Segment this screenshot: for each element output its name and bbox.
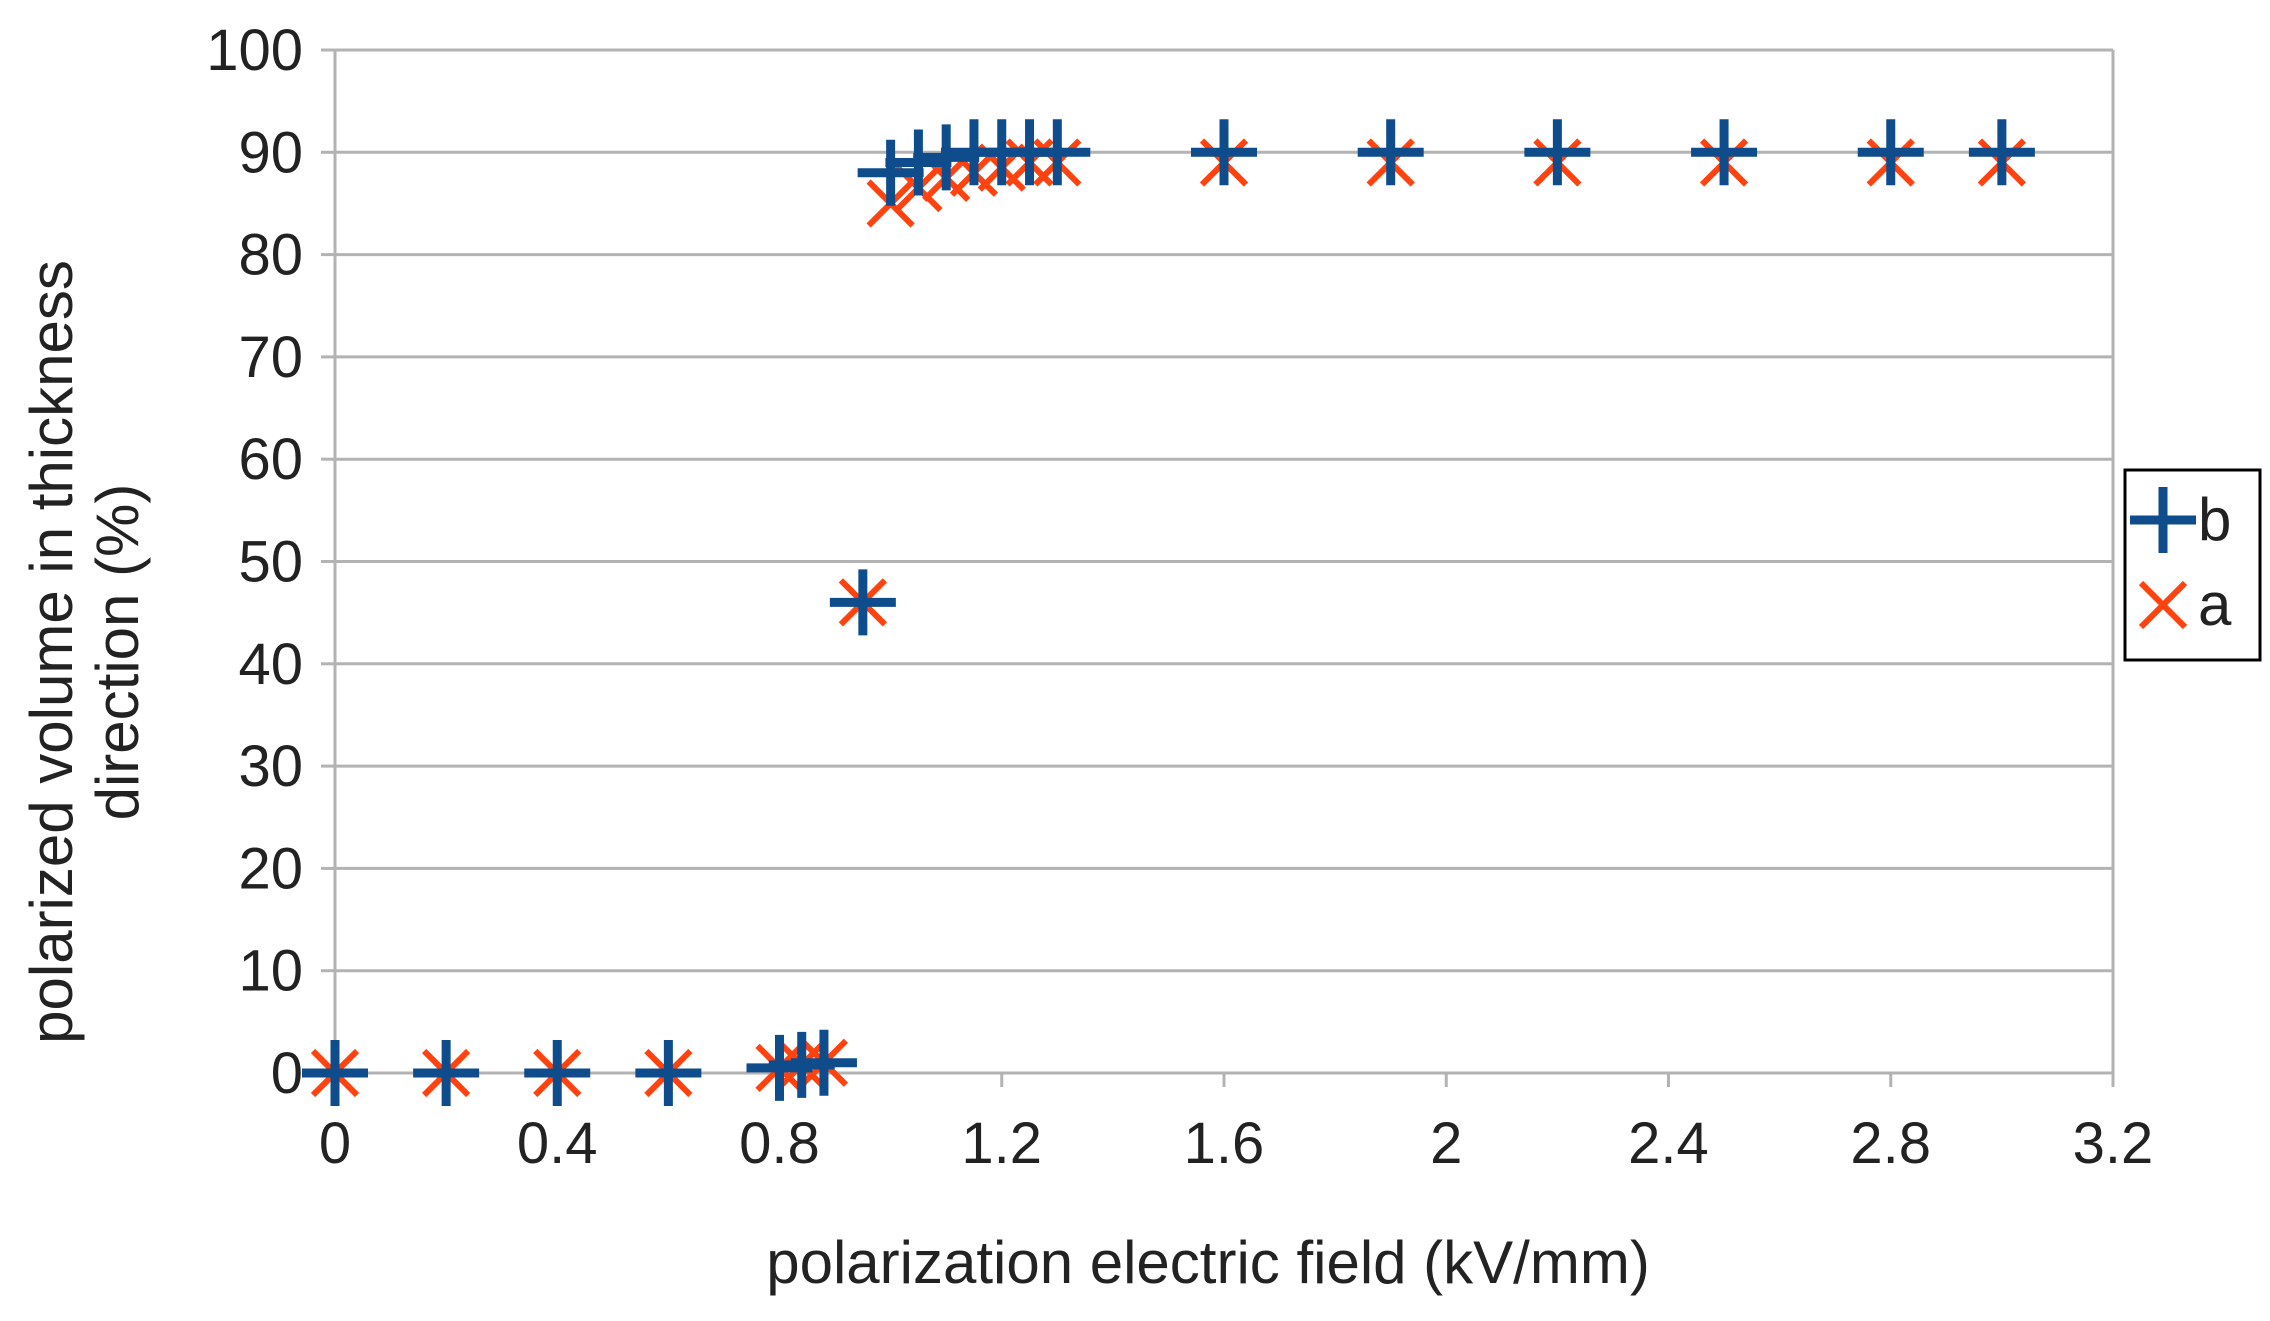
x-tick-label: 3.2 (2073, 1111, 2154, 1176)
y-tick-label: 50 (238, 530, 303, 595)
y-axis-title-line-1: polarized volume in thickness (18, 260, 85, 1044)
legend-box (2123, 468, 2262, 662)
data-point-b (635, 1040, 702, 1106)
y-tick-label: 0 (271, 1041, 303, 1106)
legend-plus-icon (2130, 487, 2196, 553)
y-tick-label: 60 (238, 427, 303, 492)
data-point-b (857, 139, 924, 206)
legend-marker-a (2138, 580, 2188, 630)
x-tick-label: 2 (1430, 1111, 1462, 1176)
x-tick-label: 1.6 (1184, 1111, 1265, 1176)
data-point-b (790, 1029, 857, 1096)
data-point-b (413, 1040, 480, 1106)
y-axis-title: polarized volume in thickness direction … (18, 260, 151, 1044)
data-point-b (524, 1040, 591, 1106)
series-b (302, 119, 2035, 1106)
x-tick-label: 0 (319, 1111, 351, 1176)
y-tick-label: 20 (238, 836, 303, 901)
data-series (302, 119, 2035, 1106)
data-point-b (885, 129, 952, 196)
data-point-b (1524, 119, 1591, 186)
data-point-b (829, 569, 896, 636)
y-tick-label: 70 (238, 325, 303, 390)
y-axis-title-line-2: direction (%) (84, 484, 151, 821)
data-point-b (302, 1040, 368, 1106)
data-point-b (1691, 119, 1758, 186)
legend-marker-b (2130, 487, 2196, 553)
tick-labels: 0 10 20 30 40 50 60 70 80 90 100 0 0.4 0.8 1.2 1.6 2 2.4 2… (206, 18, 2153, 1176)
y-tick-label: 90 (238, 120, 303, 185)
axes (321, 48, 2115, 1087)
x-tick-label: 0.8 (739, 1111, 820, 1176)
legend-label-b: b (2198, 486, 2231, 553)
gridlines (335, 48, 2113, 1075)
legend-label-a: a (2198, 571, 2232, 638)
x-tick-label: 2.8 (1850, 1111, 1931, 1176)
y-tick-label: 40 (238, 632, 303, 697)
y-tick-label: 10 (238, 939, 303, 1004)
x-tick-label: 1.2 (961, 1111, 1042, 1176)
data-point-b (1357, 119, 1424, 186)
legend-cross-icon (2138, 580, 2188, 630)
x-tick-label: 2.4 (1628, 1111, 1709, 1176)
y-tick-label: 100 (206, 18, 303, 83)
data-point-b (1857, 119, 1924, 186)
data-point-b (913, 124, 980, 191)
x-axis-title: polarization electric field (kV/mm) (766, 1229, 1650, 1296)
series-a (310, 138, 2026, 1098)
legend: b a (2123, 468, 2262, 662)
x-tick-label: 0.4 (517, 1111, 598, 1176)
y-tick-label: 30 (238, 734, 303, 799)
y-tick-label: 80 (238, 223, 303, 288)
data-point-b (1191, 119, 1257, 186)
data-point-b (1024, 119, 1091, 186)
data-point-b (1968, 119, 2035, 186)
